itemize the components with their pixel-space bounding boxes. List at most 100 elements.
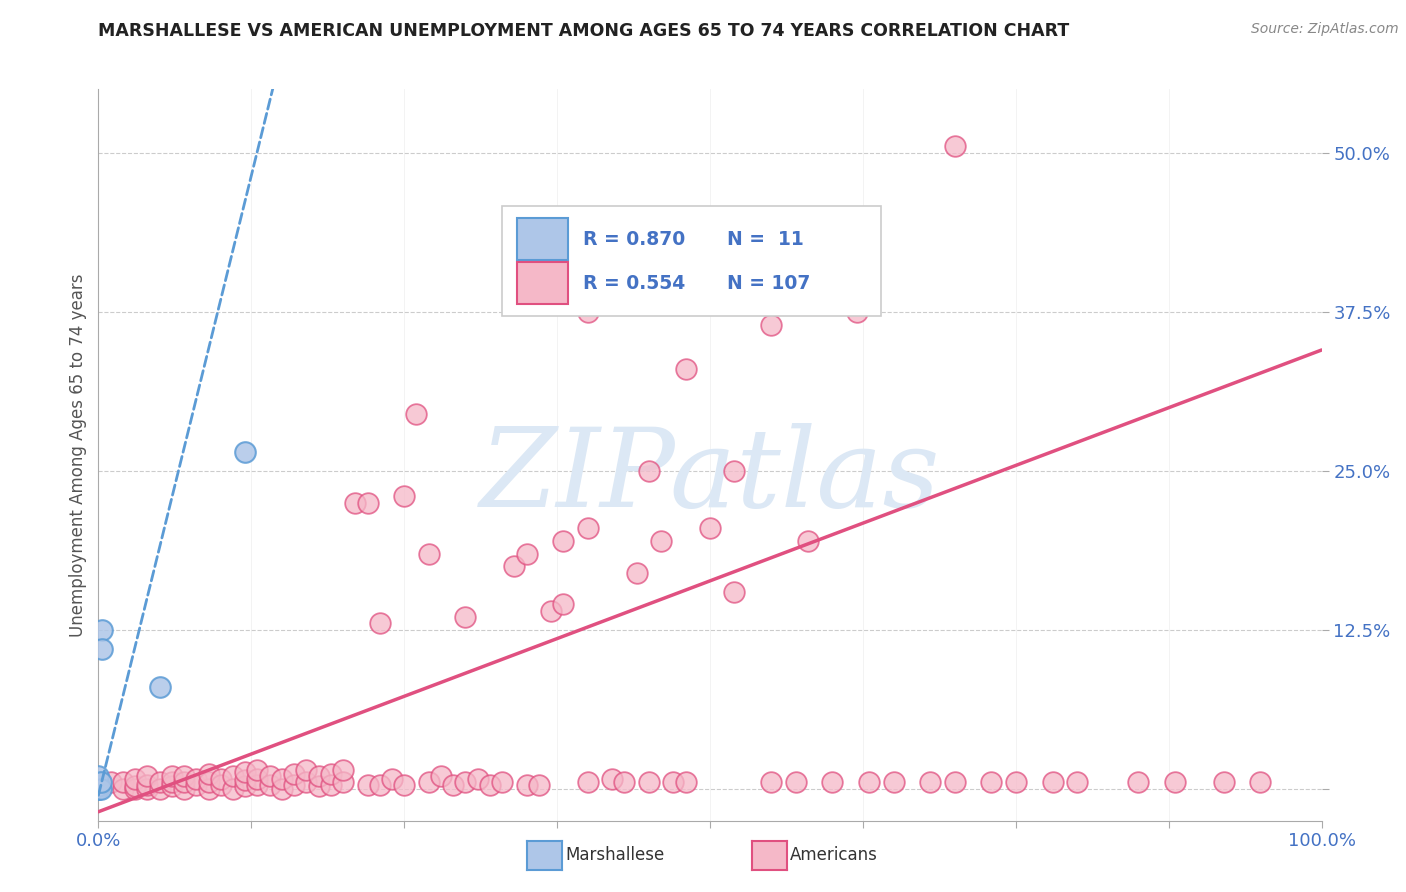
Point: [626, 566, 648, 580]
Point: [91, 641, 114, 656]
Point: [418, 547, 440, 561]
Point: [270, 781, 294, 796]
Point: [186, 772, 208, 786]
Point: [197, 781, 219, 796]
Point: [381, 772, 404, 786]
Point: [270, 772, 294, 786]
Point: [368, 616, 391, 631]
Point: [883, 775, 905, 789]
Point: [197, 766, 219, 780]
Point: [173, 781, 195, 796]
Point: [160, 769, 183, 783]
Point: [576, 775, 599, 789]
Point: [283, 778, 305, 792]
Point: [1042, 775, 1064, 789]
Point: [454, 610, 477, 624]
Point: [197, 775, 219, 789]
Point: [858, 775, 880, 789]
Point: [209, 778, 232, 792]
Text: ZIPatlas: ZIPatlas: [479, 423, 941, 531]
Point: [87, 769, 110, 783]
Point: [308, 769, 330, 783]
Point: [467, 772, 489, 786]
Point: [91, 623, 114, 637]
Point: [515, 778, 537, 792]
Point: [319, 766, 342, 780]
Point: [149, 775, 172, 789]
Text: N =  11: N = 11: [727, 229, 804, 249]
Point: [111, 781, 134, 796]
Point: [90, 781, 112, 796]
Point: [111, 775, 134, 789]
Point: [124, 781, 146, 796]
Point: [392, 778, 416, 792]
Point: [943, 139, 966, 153]
Point: [527, 778, 550, 792]
Point: [980, 775, 1002, 789]
Point: [233, 779, 256, 793]
Point: [553, 598, 575, 612]
Point: [87, 781, 110, 796]
Point: [356, 778, 378, 792]
Point: [662, 775, 685, 789]
Point: [637, 775, 661, 789]
Point: [87, 781, 110, 796]
Point: [136, 781, 159, 796]
Point: [332, 763, 354, 777]
Point: [136, 778, 159, 792]
Point: [368, 778, 391, 792]
Point: [650, 533, 672, 548]
Point: [319, 778, 342, 792]
Point: [430, 769, 453, 783]
Point: [441, 778, 464, 792]
Point: [90, 775, 112, 789]
Point: [87, 775, 110, 789]
Text: N = 107: N = 107: [727, 274, 810, 293]
Point: [173, 775, 195, 789]
Point: [259, 778, 281, 792]
Bar: [517, 262, 568, 304]
Point: [675, 362, 697, 376]
Point: [283, 766, 305, 780]
Point: [723, 584, 745, 599]
Point: [233, 765, 256, 780]
Point: [785, 775, 807, 789]
Point: [503, 559, 526, 574]
Text: Americans: Americans: [790, 847, 877, 864]
Point: [845, 305, 868, 319]
Point: [600, 772, 623, 786]
Point: [515, 547, 537, 561]
Point: [1004, 775, 1026, 789]
Text: Marshallese: Marshallese: [565, 847, 665, 864]
Bar: [517, 218, 568, 260]
Point: [392, 489, 416, 503]
Point: [613, 775, 636, 789]
Point: [405, 407, 427, 421]
Point: [943, 775, 966, 789]
Point: [295, 763, 318, 777]
Point: [295, 775, 318, 789]
Point: [540, 604, 562, 618]
Point: [246, 778, 269, 792]
Text: Source: ZipAtlas.com: Source: ZipAtlas.com: [1251, 22, 1399, 37]
Point: [149, 781, 172, 796]
Point: [761, 775, 783, 789]
Point: [136, 769, 159, 783]
Point: [454, 775, 477, 789]
Point: [124, 779, 146, 793]
Point: [1249, 775, 1271, 789]
Point: [821, 775, 844, 789]
Point: [491, 775, 513, 789]
Point: [920, 775, 942, 789]
Point: [1066, 775, 1088, 789]
Point: [478, 778, 501, 792]
Point: [1128, 775, 1150, 789]
Text: R = 0.870: R = 0.870: [583, 229, 685, 249]
Point: [675, 775, 697, 789]
Point: [797, 533, 820, 548]
Point: [87, 779, 110, 793]
Point: [1164, 775, 1187, 789]
Point: [173, 769, 195, 783]
Point: [344, 495, 367, 509]
Point: [149, 680, 172, 694]
